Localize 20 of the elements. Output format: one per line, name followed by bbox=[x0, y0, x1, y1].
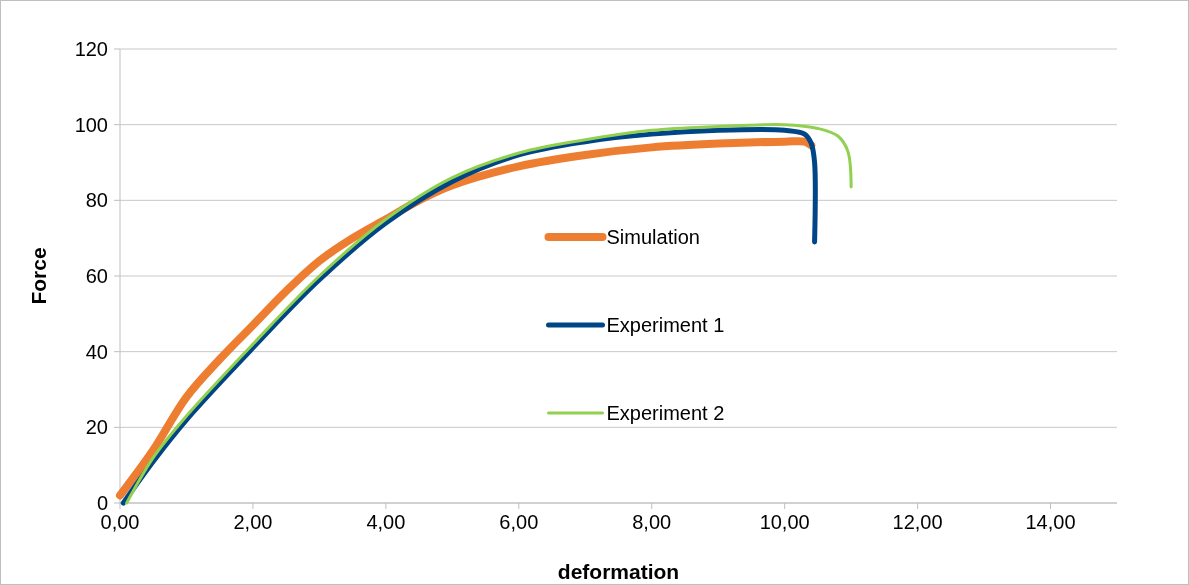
y-axis-title: Force bbox=[27, 247, 50, 305]
x-tick-label: 12,00 bbox=[892, 511, 943, 533]
x-tick-label: 10,00 bbox=[759, 511, 810, 533]
y-tick-label: 20 bbox=[85, 416, 108, 439]
x-tick-label: 6,00 bbox=[499, 511, 539, 533]
y-tick-label: 0 bbox=[96, 492, 108, 514]
x-axis-title: deformation bbox=[557, 560, 680, 583]
y-tick-label: 60 bbox=[85, 265, 108, 287]
y-tick-label: 100 bbox=[74, 113, 108, 136]
legend-label: Experiment 2 bbox=[606, 402, 725, 424]
y-tick-label: 80 bbox=[85, 189, 108, 212]
legend-label: Simulation bbox=[606, 226, 700, 248]
x-tick-label: 0,00 bbox=[100, 511, 140, 533]
x-tick-label: 8,00 bbox=[632, 511, 672, 533]
x-tick-label: 2,00 bbox=[233, 511, 273, 533]
y-tick-label: 40 bbox=[85, 340, 108, 363]
x-tick-label: 4,00 bbox=[366, 511, 406, 533]
y-tick-label: 120 bbox=[74, 38, 108, 60]
x-tick-label: 14,00 bbox=[1025, 511, 1076, 533]
legend-label: Experiment 1 bbox=[606, 314, 725, 336]
